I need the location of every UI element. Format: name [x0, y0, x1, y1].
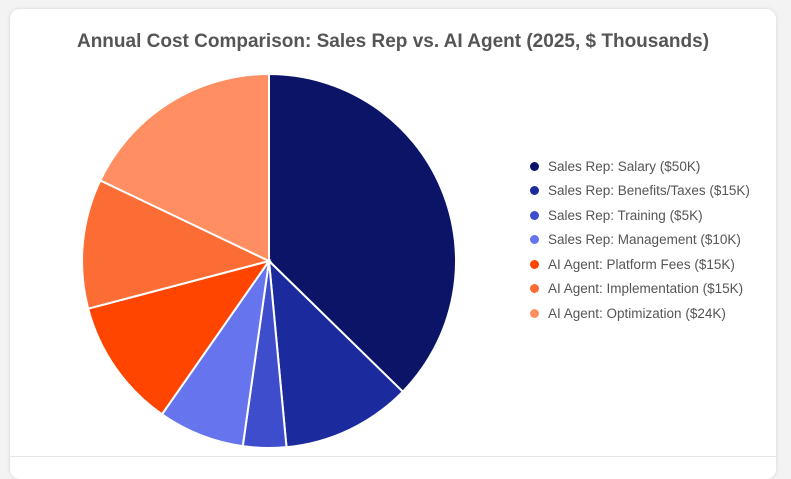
legend-item-6[interactable]: AI Agent: Implementation ($15K)	[530, 277, 750, 302]
pie-chart	[81, 72, 457, 449]
legend-label: AI Agent: Optimization ($24K)	[548, 305, 726, 321]
legend-swatch	[530, 186, 539, 196]
legend-item-7[interactable]: AI Agent: Optimization ($24K)	[530, 301, 750, 326]
legend-swatch	[530, 235, 539, 245]
legend-label: AI Agent: Platform Fees ($15K)	[548, 256, 735, 272]
legend-item-2[interactable]: Sales Rep: Benefits/Taxes ($15K)	[530, 179, 750, 204]
legend-swatch	[530, 259, 539, 269]
pie-slice-7[interactable]	[98, 72, 270, 263]
pie-slice-2[interactable]	[267, 258, 405, 449]
legend-label: Sales Rep: Training ($5K)	[548, 207, 703, 223]
legend-item-1[interactable]: Sales Rep: Salary ($50K)	[530, 154, 750, 179]
chart-legend: Sales Rep: Salary ($50K) Sales Rep: Benef…	[530, 154, 750, 326]
pie-slice-6[interactable]	[81, 179, 272, 310]
pie-slices	[81, 72, 457, 449]
legend-label: Sales Rep: Salary ($50K)	[548, 158, 701, 174]
chart-title: Annual Cost Comparison: Sales Rep vs. AI…	[76, 31, 710, 52]
legend-label: Sales Rep: Benefits/Taxes ($15K)	[548, 183, 750, 199]
legend-swatch	[530, 161, 539, 171]
pie-slice-5[interactable]	[86, 259, 272, 416]
legend-swatch	[530, 284, 539, 294]
legend-item-4[interactable]: Sales Rep: Management ($10K)	[530, 228, 750, 253]
legend-item-3[interactable]: Sales Rep: Training ($5K)	[530, 203, 750, 228]
legend-swatch	[530, 308, 539, 318]
legend-label: AI Agent: Implementation ($15K)	[548, 281, 744, 297]
chart-card: Annual Cost Comparison: Sales Rep vs. AI…	[10, 9, 776, 479]
divider	[10, 456, 776, 457]
legend-item-5[interactable]: AI Agent: Platform Fees ($15K)	[530, 252, 750, 277]
legend-label: Sales Rep: Management ($10K)	[548, 232, 741, 248]
legend-swatch	[530, 210, 539, 220]
pie-slice-1[interactable]	[268, 72, 457, 394]
